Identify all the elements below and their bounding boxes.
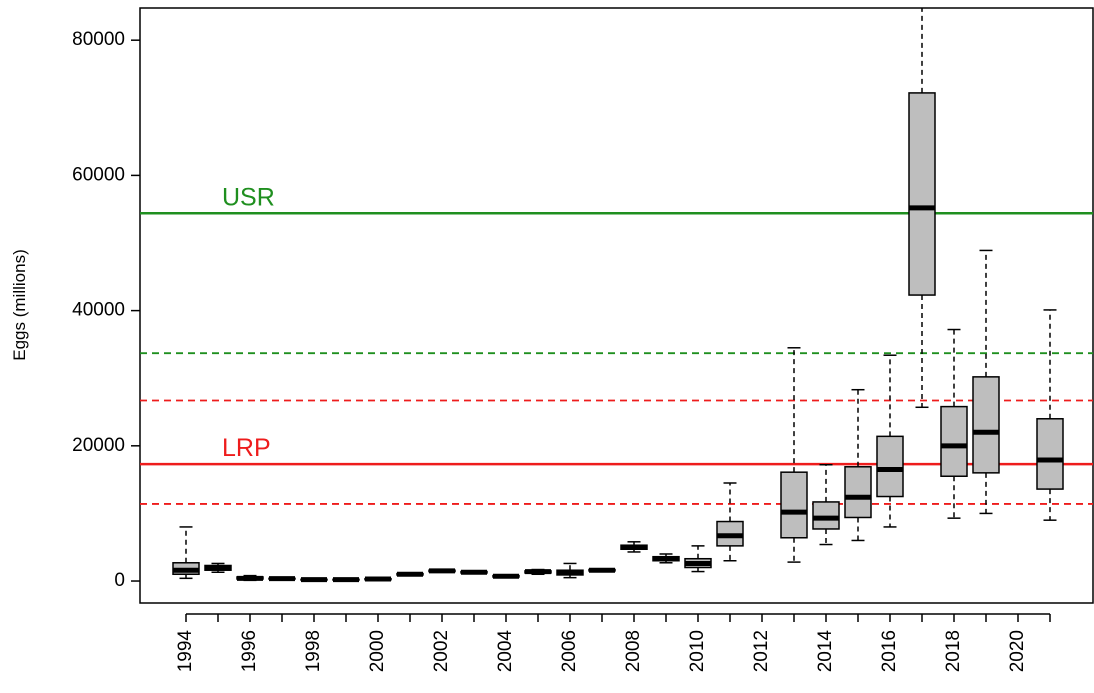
box: [940, 405, 968, 477]
plot-area: USR LRP: [140, 8, 1093, 583]
plot-frame: [139, 7, 1094, 604]
y-tick-label: 80000: [72, 29, 125, 50]
x-tick-label: 2016: [879, 630, 900, 672]
x-tick-label: 2006: [559, 630, 580, 672]
x-tick-label: 2018: [943, 630, 964, 672]
x-tick-label: 2000: [367, 630, 388, 672]
box: [972, 376, 1000, 474]
x-tick-label: 1998: [303, 630, 324, 672]
box: [844, 466, 872, 519]
box: [780, 471, 808, 539]
y-tick-label: 20000: [72, 435, 125, 456]
reference-label: USR: [222, 183, 275, 211]
x-tick-label: 2020: [1007, 630, 1028, 672]
x-tick-label: 2004: [495, 630, 516, 673]
x-tick-label: 2010: [687, 630, 708, 672]
x-tick-label: 2014: [815, 630, 836, 673]
x-tick-label: 2008: [623, 630, 644, 672]
box: [908, 92, 936, 296]
y-axis-label: Eggs (millions): [10, 249, 29, 360]
reference-label: LRP: [222, 434, 271, 462]
box: [812, 501, 840, 530]
x-tick-label: 1996: [239, 630, 260, 672]
x-tick-label: 2002: [431, 630, 452, 672]
y-tick-label: 60000: [72, 164, 125, 185]
box: [876, 435, 904, 498]
y-tick-label: 40000: [72, 300, 125, 321]
x-tick-label: 2012: [751, 630, 772, 672]
x-tick-label: 1994: [175, 630, 196, 673]
y-tick-label: 0: [114, 570, 125, 591]
box: [1036, 418, 1064, 490]
